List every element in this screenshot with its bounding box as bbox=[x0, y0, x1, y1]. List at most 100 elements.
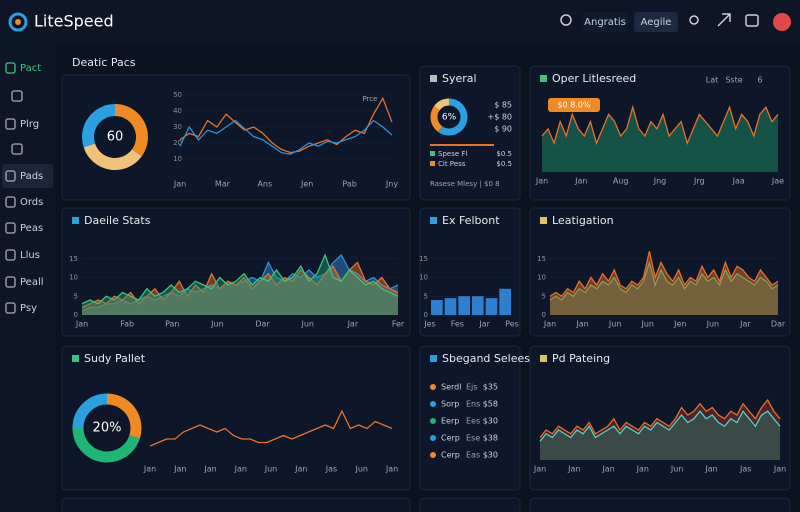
row-label: Spese Fl bbox=[438, 150, 467, 158]
tools-icon[interactable] bbox=[717, 13, 731, 27]
stat: +$ 80 bbox=[487, 113, 512, 122]
x-tick-label: Jun bbox=[210, 320, 224, 329]
x-tick-label: Jan bbox=[636, 465, 649, 474]
y-tick-label: 30 bbox=[173, 123, 182, 131]
logo-icon bbox=[8, 12, 28, 32]
title-icon bbox=[430, 75, 437, 82]
panel-title: Deatic Pacs bbox=[72, 56, 136, 69]
donut-segment bbox=[438, 98, 468, 136]
x-tick-label: Jan bbox=[704, 465, 717, 474]
x-tick-label: Jng bbox=[653, 177, 667, 186]
x-tick-label: Jan bbox=[533, 465, 546, 474]
badge bbox=[548, 98, 600, 112]
annotation: Prce bbox=[363, 95, 378, 103]
donut-center: 6% bbox=[442, 113, 457, 123]
control[interactable]: Lat bbox=[706, 76, 719, 85]
nav-label[interactable]: Llus bbox=[20, 250, 40, 261]
area bbox=[82, 255, 398, 315]
row-name: Cerp bbox=[441, 434, 460, 443]
x-tick-label: Dar bbox=[255, 320, 270, 329]
nav-label[interactable]: Ords bbox=[20, 197, 43, 208]
legend-dot bbox=[430, 151, 435, 156]
header-bar bbox=[0, 0, 800, 44]
y-tick-label: 10 bbox=[69, 274, 78, 282]
nav-icon[interactable] bbox=[5, 249, 16, 261]
y-tick-label: 5 bbox=[74, 292, 78, 300]
nav-icon[interactable] bbox=[5, 302, 16, 314]
button[interactable] bbox=[634, 12, 678, 32]
x-tick-label: Jaa bbox=[732, 177, 745, 186]
area bbox=[82, 262, 398, 315]
avatar[interactable] bbox=[773, 13, 791, 31]
x-tick-label: Jun bbox=[300, 320, 314, 329]
panel-title: Daeile Stats bbox=[84, 214, 151, 227]
title-icon bbox=[540, 355, 547, 362]
x-tick-label: Jas bbox=[325, 465, 337, 474]
x-tick-label: Jun bbox=[355, 465, 369, 474]
x-tick-label: Jan bbox=[535, 177, 548, 186]
button-label: Aegile bbox=[641, 17, 672, 28]
bar bbox=[431, 300, 443, 315]
title-icon bbox=[72, 355, 79, 362]
x-tick-label: Fer bbox=[392, 320, 405, 329]
x-tick-label: Jun bbox=[640, 320, 654, 329]
search-icon[interactable] bbox=[560, 14, 572, 26]
nav-label[interactable]: Psy bbox=[20, 303, 37, 314]
nav-icon[interactable] bbox=[5, 170, 16, 182]
y-tick-label: 15 bbox=[419, 255, 428, 263]
x-tick-label: Dar bbox=[771, 320, 786, 329]
sidebar-active bbox=[2, 164, 53, 188]
nav-label[interactable]: Peas bbox=[20, 223, 43, 234]
line bbox=[149, 409, 393, 447]
donut-segment bbox=[430, 106, 443, 132]
line bbox=[541, 104, 779, 146]
logo: LiteSpeed bbox=[34, 12, 114, 31]
title-icon bbox=[540, 75, 547, 82]
button[interactable] bbox=[582, 12, 628, 32]
x-tick-label: Jan bbox=[143, 465, 156, 474]
sidebar bbox=[0, 44, 55, 512]
nav-label[interactable]: Peall bbox=[20, 277, 44, 288]
x-tick-label: Jar bbox=[739, 320, 751, 329]
y-tick-label: 10 bbox=[537, 274, 546, 282]
legend-dot bbox=[430, 435, 436, 441]
donut-center: 20% bbox=[93, 421, 122, 436]
title-icon bbox=[430, 355, 437, 362]
control[interactable]: 6 bbox=[757, 76, 762, 85]
panel bbox=[419, 207, 521, 337]
row-value: $0.5 bbox=[496, 150, 512, 158]
nav-label[interactable]: Pads bbox=[20, 171, 43, 182]
legend-dot bbox=[430, 452, 436, 458]
nav-label[interactable]: Plrg bbox=[20, 119, 39, 130]
area bbox=[550, 251, 778, 315]
donut-segment bbox=[72, 393, 108, 429]
y-tick-label: 0 bbox=[74, 311, 78, 319]
message-icon[interactable] bbox=[745, 14, 759, 27]
nav-icon[interactable] bbox=[5, 62, 16, 74]
x-tick-label: Jan bbox=[203, 465, 216, 474]
panel bbox=[61, 345, 411, 491]
y-tick-label: 15 bbox=[537, 255, 546, 263]
row-name: Eerp bbox=[441, 417, 459, 426]
row-value: $35 bbox=[483, 383, 498, 392]
control[interactable]: Sste bbox=[725, 76, 742, 85]
x-tick-label: Jan bbox=[575, 320, 588, 329]
y-tick-label: 5 bbox=[542, 292, 546, 300]
nav-icon[interactable] bbox=[5, 276, 16, 288]
nav-label[interactable]: Pact bbox=[20, 63, 41, 74]
row-value: $58 bbox=[483, 400, 498, 409]
title-icon bbox=[430, 217, 437, 224]
nav-icon[interactable] bbox=[11, 90, 23, 102]
nav-icon[interactable] bbox=[5, 118, 16, 130]
area bbox=[540, 400, 780, 460]
y-tick-label: 10 bbox=[173, 155, 182, 163]
user-icon[interactable] bbox=[689, 15, 699, 25]
x-tick-label: Jan bbox=[75, 320, 88, 329]
y-tick-label: 20 bbox=[173, 139, 182, 147]
nav-icon[interactable] bbox=[11, 143, 23, 155]
row-mid: Eas bbox=[466, 451, 480, 460]
x-tick-label: Jen bbox=[673, 320, 686, 329]
legend-dot bbox=[430, 418, 436, 424]
nav-icon[interactable] bbox=[5, 196, 16, 208]
nav-icon[interactable] bbox=[5, 222, 16, 234]
